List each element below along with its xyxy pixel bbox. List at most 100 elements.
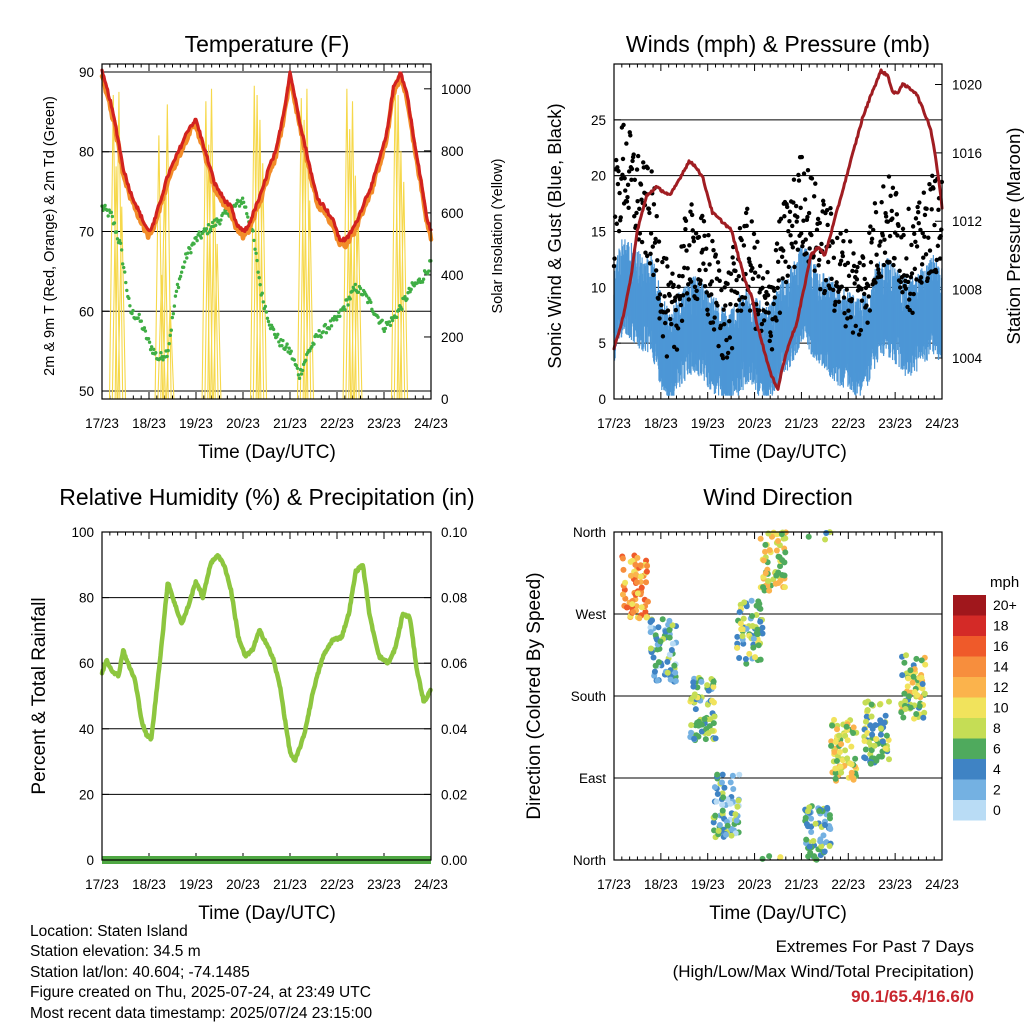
gust-point — [618, 215, 623, 220]
gust-point — [737, 297, 742, 302]
direction-point — [627, 558, 634, 565]
direction-point — [719, 807, 726, 814]
direction-ytick-label: North — [573, 853, 606, 868]
direction-point — [862, 718, 869, 725]
dewpoint-point — [294, 363, 299, 368]
gust-point — [724, 337, 729, 343]
legend-label: 12 — [993, 679, 1009, 695]
humidity-xtick-label: 23/23 — [367, 877, 401, 892]
gust-point — [645, 165, 650, 171]
dewpoint-point — [197, 230, 201, 234]
gust-point — [657, 316, 662, 321]
gust-point — [765, 270, 770, 275]
dewpoint-point — [335, 318, 339, 322]
direction-point — [904, 683, 911, 690]
gust-point — [786, 264, 792, 270]
gust-point — [733, 268, 738, 274]
dewpoint-point — [147, 340, 152, 344]
direction-point — [754, 631, 761, 638]
winds-pressure-panel: Winds (mph) & Pressure (mb) Time (Day/UT… — [544, 31, 1024, 463]
direction-xlabel: Time (Day/UTC) — [709, 903, 847, 924]
gust-point — [914, 244, 920, 249]
direction-point — [805, 853, 812, 860]
gust-point — [909, 242, 914, 248]
gust-point — [757, 263, 763, 269]
gust-point — [788, 233, 793, 238]
humidity-ytick-right-label: 0.00 — [441, 853, 467, 868]
extremes-title: Extremes For Past 7 Days — [775, 937, 974, 956]
gust-point — [801, 218, 806, 223]
gust-point — [765, 293, 771, 298]
direction-point — [748, 597, 755, 604]
dewpoint-point — [194, 235, 198, 240]
gust-point — [700, 213, 705, 219]
direction-point — [749, 612, 756, 619]
temperature-ylabel: 2m & 9m T (Red, Orange) & 2m Td (Green) — [42, 96, 58, 376]
winds-title: Winds (mph) & Pressure (mb) — [626, 31, 930, 57]
gust-point — [684, 291, 690, 296]
gust-point — [725, 281, 730, 287]
humidity-ytick-right-label: 0.02 — [441, 787, 467, 802]
dewpoint-point — [204, 227, 209, 231]
gust-point — [729, 346, 735, 351]
gust-point — [630, 158, 635, 164]
direction-point — [850, 724, 857, 731]
dewpoint-point — [345, 298, 349, 302]
gust-point — [800, 239, 806, 245]
gust-point — [801, 171, 807, 176]
direction-point — [901, 690, 908, 697]
direction-point — [666, 634, 673, 641]
direction-point — [711, 713, 718, 720]
direction-point — [886, 756, 893, 763]
direction-point — [907, 667, 914, 674]
gust-point — [750, 265, 755, 271]
direction-point — [762, 541, 769, 548]
meta-recent: Most recent data timestamp: 2025/07/24 2… — [30, 1004, 373, 1022]
gust-point — [651, 202, 657, 207]
gust-point — [783, 259, 788, 264]
gust-point — [912, 266, 918, 272]
gust-point — [854, 277, 860, 282]
direction-point — [710, 819, 717, 826]
dewpoint-point — [260, 291, 264, 295]
dewpoint-point — [319, 335, 323, 339]
gust-point — [709, 292, 714, 297]
gust-point — [692, 284, 698, 290]
direction-point — [876, 701, 883, 708]
gust-point — [839, 284, 844, 289]
winds-xtick-label: 20/23 — [738, 416, 772, 431]
gust-point — [841, 295, 847, 300]
direction-point — [690, 679, 697, 686]
gust-point — [774, 318, 779, 323]
temperature-ytick-label: 90 — [79, 65, 94, 80]
direction-point — [824, 805, 831, 812]
legend-swatch — [953, 759, 986, 780]
direction-point — [755, 642, 762, 649]
direction-point — [704, 682, 711, 689]
direction-point — [652, 662, 659, 669]
gust-point — [775, 259, 781, 265]
direction-point — [669, 622, 676, 629]
dewpoint-point — [117, 238, 122, 243]
direction-point — [773, 572, 780, 579]
gust-point — [872, 201, 878, 206]
gust-point — [737, 226, 743, 231]
direction-point — [778, 531, 785, 538]
direction-point — [734, 803, 741, 810]
gust-point — [927, 182, 932, 187]
direction-point — [735, 797, 742, 804]
gust-point — [716, 268, 722, 273]
gust-point — [721, 307, 726, 312]
dewpoint-series — [100, 196, 433, 381]
direction-point — [821, 848, 828, 855]
gust-point — [854, 269, 859, 274]
direction-point — [739, 626, 746, 633]
gust-point — [814, 227, 820, 233]
dewpoint-point — [170, 315, 175, 320]
dewpoint-point — [130, 311, 134, 316]
direction-point — [883, 732, 890, 739]
gust-point — [811, 194, 817, 199]
gust-point — [671, 282, 676, 288]
legend-label: 18 — [993, 618, 1009, 634]
solar-spike — [305, 200, 315, 400]
